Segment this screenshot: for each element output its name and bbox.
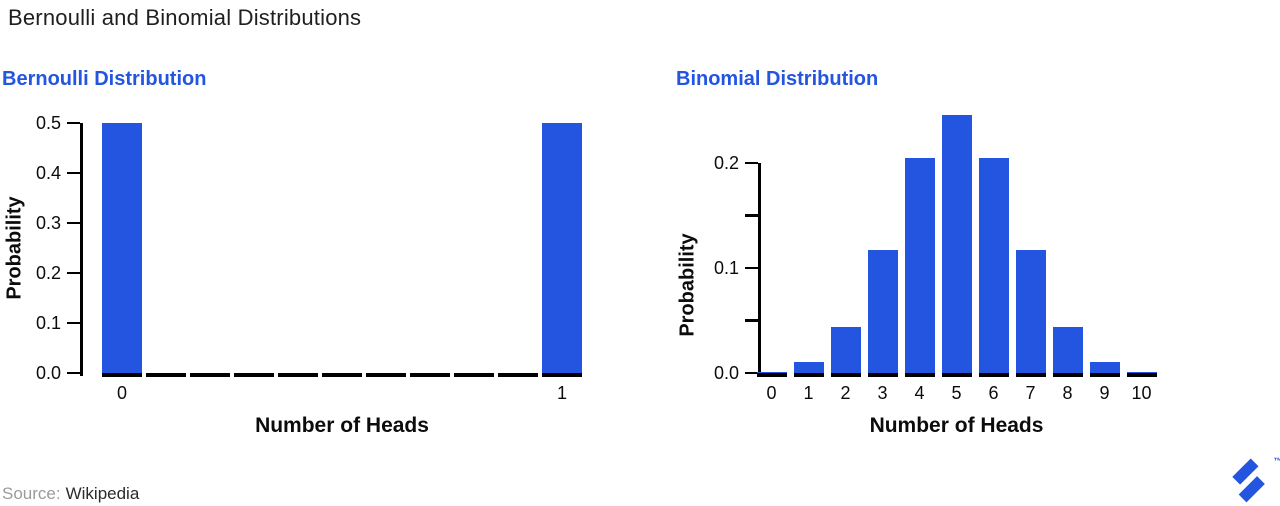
y-axis-tick [67, 321, 80, 325]
bar [867, 250, 898, 373]
chart-title: Bernoulli Distribution [2, 68, 207, 90]
bar-baseline [102, 373, 142, 377]
bar-baseline [867, 373, 898, 377]
bar-baseline [190, 373, 230, 377]
x-tick-label: 0 [766, 383, 777, 403]
y-axis-spine [80, 123, 83, 376]
bar [1089, 362, 1120, 373]
bar-baseline [234, 373, 274, 377]
bar [793, 362, 824, 373]
y-tick-label: 0.4 [35, 163, 61, 183]
y-axis-tick [67, 171, 80, 175]
x-tick-label: 1 [803, 383, 814, 403]
bar-baseline [322, 373, 362, 377]
y-tick-label: 0.0 [35, 363, 61, 383]
bar [904, 158, 935, 373]
bar-baseline [1015, 373, 1046, 377]
y-tick-label: 0.1 [35, 313, 61, 333]
page-title: Bernoulli and Binomial Distributions [8, 5, 362, 30]
bar [1052, 327, 1083, 373]
source-value: Wikipedia [65, 484, 140, 503]
source-attribution: Source: Wikipedia [2, 484, 139, 504]
y-tick-label: 0.0 [713, 363, 739, 383]
x-tick-label: 4 [914, 383, 925, 403]
y-tick-label: 0.3 [35, 213, 61, 233]
x-tick-label: 5 [951, 383, 962, 403]
x-tick-label: 2 [840, 383, 851, 403]
bar-baseline [793, 373, 824, 377]
x-tick-label: 8 [1062, 383, 1073, 403]
y-axis-tick [745, 371, 758, 375]
bernoulli-distribution-chart: Bernoulli Distribution Probability 0.0 0.… [0, 62, 660, 462]
x-tick-label: 7 [1025, 383, 1036, 403]
y-axis-tick [67, 221, 80, 225]
y-axis-spine [758, 163, 761, 376]
bar-baseline [978, 373, 1009, 377]
bar-baseline [410, 373, 450, 377]
y-tick-label: 0.1 [713, 258, 739, 278]
x-axis-label: Number of Heads [255, 414, 429, 437]
y-tick-label: 0.5 [35, 113, 61, 133]
bar-baseline [830, 373, 861, 377]
bar-baseline [366, 373, 406, 377]
y-axis-tick [67, 121, 80, 125]
bar-baseline [1089, 373, 1120, 377]
bar-baseline [454, 373, 494, 377]
bar-baseline [1126, 373, 1157, 377]
bar [542, 123, 582, 373]
x-tick-label: 10 [1131, 383, 1152, 403]
plot-area: 0.0 0.1 0.2 0 1 2 3 4 5 6 7 8 9 10 [660, 62, 1280, 462]
bar-baseline [498, 373, 538, 377]
bar-baseline [756, 373, 787, 377]
bar [1015, 250, 1046, 373]
bar-baseline [278, 373, 318, 377]
bar [941, 115, 972, 373]
bar [102, 123, 142, 373]
toptal-logo-icon [1232, 458, 1265, 503]
binomial-distribution-chart: Binomial Distribution Probability 0.0 0.1… [660, 62, 1280, 462]
x-axis-label: Number of Heads [869, 414, 1044, 437]
bar-baseline [904, 373, 935, 377]
x-tick-label: 9 [1099, 383, 1110, 403]
y-axis-tick [67, 271, 80, 275]
y-axis-tick [745, 161, 758, 165]
x-tick-label: 1 [556, 383, 567, 403]
bar-baseline [941, 373, 972, 377]
brand-logo: ™ [1228, 456, 1280, 506]
bar-baseline [542, 373, 582, 377]
x-tick-label: 3 [877, 383, 888, 403]
chart-title: Binomial Distribution [676, 68, 879, 90]
trademark-symbol: ™ [1273, 456, 1280, 466]
source-label: Source: [2, 484, 61, 503]
y-axis-tick [67, 371, 80, 375]
bar [756, 372, 787, 373]
x-tick-label: 0 [116, 383, 127, 403]
y-axis-tick [745, 319, 758, 322]
plot-area: 0.0 0.1 0.2 0.3 0.4 0.5 0 1 [0, 62, 660, 462]
y-axis-tick [745, 266, 758, 270]
bar [830, 327, 861, 373]
y-tick-label: 0.2 [35, 263, 61, 283]
bar [978, 158, 1009, 373]
bar-baseline [146, 373, 186, 377]
bar-baseline [1052, 373, 1083, 377]
x-tick-label: 6 [988, 383, 999, 403]
bar [1126, 372, 1157, 373]
y-tick-label: 0.2 [713, 153, 739, 173]
y-axis-tick [745, 214, 758, 217]
